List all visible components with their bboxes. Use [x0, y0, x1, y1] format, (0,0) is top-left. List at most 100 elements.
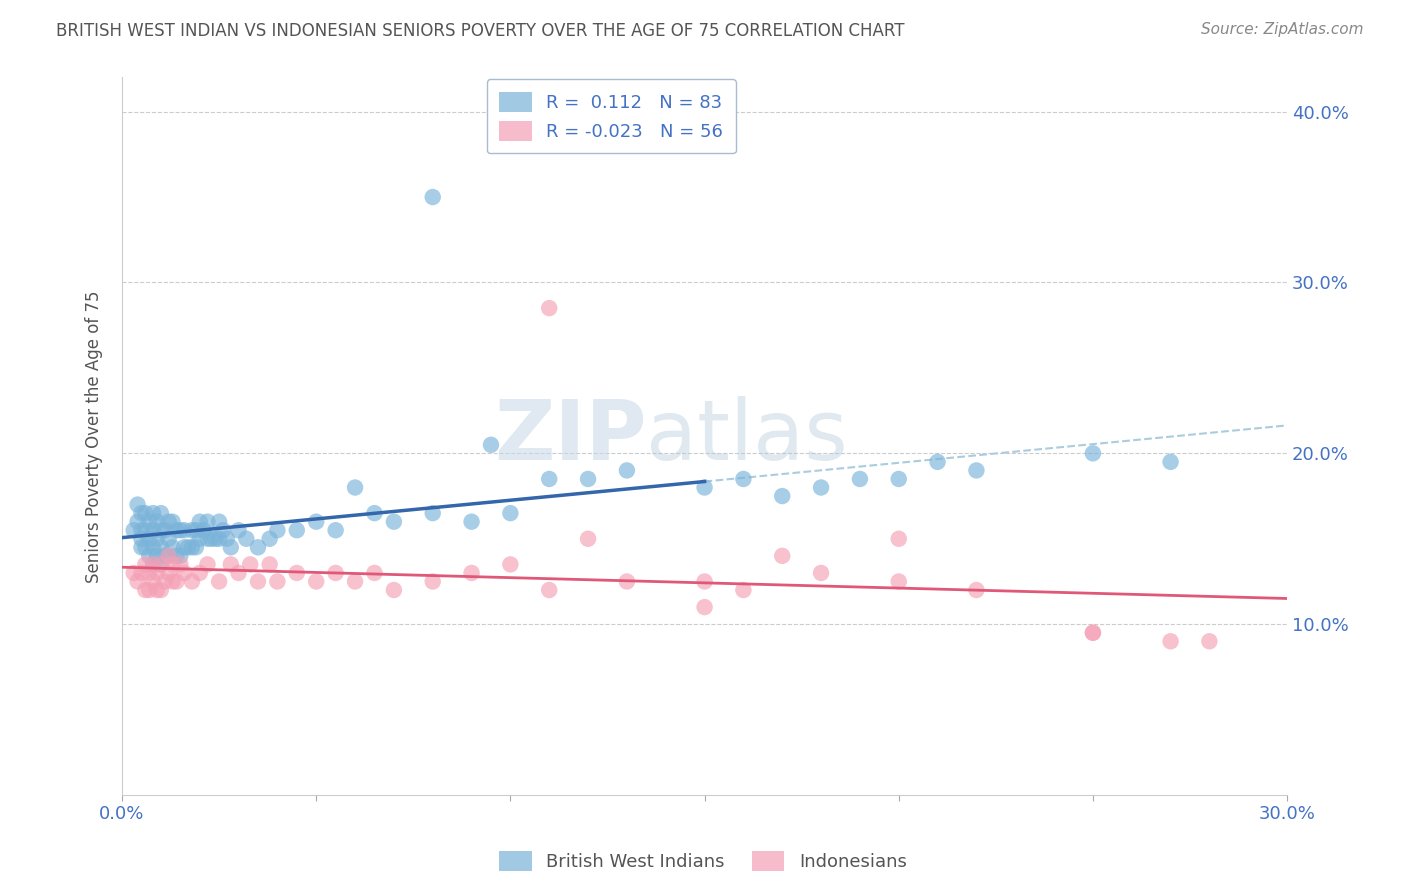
Point: [146, 582, 169, 597]
Point: [770, 489, 793, 503]
Point: [887, 532, 910, 546]
Point: [157, 515, 180, 529]
Point: [138, 515, 160, 529]
Point: [157, 566, 180, 580]
Point: [131, 541, 153, 555]
Point: [142, 558, 165, 572]
Point: [215, 532, 238, 546]
Point: [239, 558, 262, 572]
Point: [266, 523, 288, 537]
Point: [153, 523, 176, 537]
Point: [157, 532, 180, 546]
Point: [538, 301, 561, 315]
Point: [149, 541, 172, 555]
Point: [305, 574, 328, 589]
Point: [693, 574, 716, 589]
Point: [616, 574, 638, 589]
Point: [142, 541, 165, 555]
Point: [246, 541, 269, 555]
Point: [146, 515, 169, 529]
Point: [849, 472, 872, 486]
Point: [204, 532, 226, 546]
Legend: British West Indians, Indonesians: British West Indians, Indonesians: [492, 844, 914, 879]
Point: [162, 515, 184, 529]
Point: [576, 532, 599, 546]
Point: [228, 523, 250, 537]
Point: [138, 532, 160, 546]
Point: [146, 532, 169, 546]
Point: [162, 541, 184, 555]
Point: [197, 515, 219, 529]
Point: [887, 574, 910, 589]
Point: [173, 566, 195, 580]
Point: [188, 566, 211, 580]
Point: [208, 532, 231, 546]
Point: [131, 523, 153, 537]
Point: [1160, 455, 1182, 469]
Point: [235, 532, 257, 546]
Point: [127, 574, 149, 589]
Point: [965, 582, 987, 597]
Point: [142, 558, 165, 572]
Point: [169, 558, 191, 572]
Point: [149, 558, 172, 572]
Point: [149, 523, 172, 537]
Point: [422, 506, 444, 520]
Point: [266, 574, 288, 589]
Point: [173, 523, 195, 537]
Point: [422, 574, 444, 589]
Point: [259, 532, 281, 546]
Point: [138, 566, 160, 580]
Point: [499, 558, 522, 572]
Point: [197, 558, 219, 572]
Point: [153, 574, 176, 589]
Point: [810, 481, 832, 495]
Point: [169, 549, 191, 563]
Point: [146, 566, 169, 580]
Point: [887, 472, 910, 486]
Point: [460, 515, 482, 529]
Text: Source: ZipAtlas.com: Source: ZipAtlas.com: [1201, 22, 1364, 37]
Point: [1160, 634, 1182, 648]
Point: [131, 532, 153, 546]
Point: [149, 582, 172, 597]
Point: [142, 523, 165, 537]
Point: [259, 558, 281, 572]
Point: [138, 549, 160, 563]
Point: [134, 541, 156, 555]
Point: [173, 541, 195, 555]
Point: [325, 523, 347, 537]
Point: [142, 506, 165, 520]
Point: [122, 566, 145, 580]
Point: [127, 515, 149, 529]
Point: [422, 190, 444, 204]
Point: [363, 566, 385, 580]
Point: [733, 472, 755, 486]
Point: [363, 506, 385, 520]
Legend: R =  0.112   N = 83, R = -0.023   N = 56: R = 0.112 N = 83, R = -0.023 N = 56: [486, 79, 735, 153]
Point: [460, 566, 482, 580]
Point: [305, 515, 328, 529]
Point: [157, 549, 180, 563]
Point: [197, 532, 219, 546]
Point: [325, 566, 347, 580]
Point: [181, 541, 204, 555]
Point: [188, 532, 211, 546]
Point: [810, 566, 832, 580]
Point: [212, 523, 235, 537]
Point: [188, 515, 211, 529]
Y-axis label: Seniors Poverty Over the Age of 75: Seniors Poverty Over the Age of 75: [86, 290, 103, 582]
Point: [142, 574, 165, 589]
Point: [1081, 446, 1104, 460]
Point: [344, 481, 367, 495]
Point: [138, 582, 160, 597]
Point: [228, 566, 250, 580]
Point: [576, 472, 599, 486]
Point: [1198, 634, 1220, 648]
Point: [134, 523, 156, 537]
Point: [177, 541, 200, 555]
Point: [219, 558, 242, 572]
Point: [246, 574, 269, 589]
Point: [127, 498, 149, 512]
Point: [285, 566, 308, 580]
